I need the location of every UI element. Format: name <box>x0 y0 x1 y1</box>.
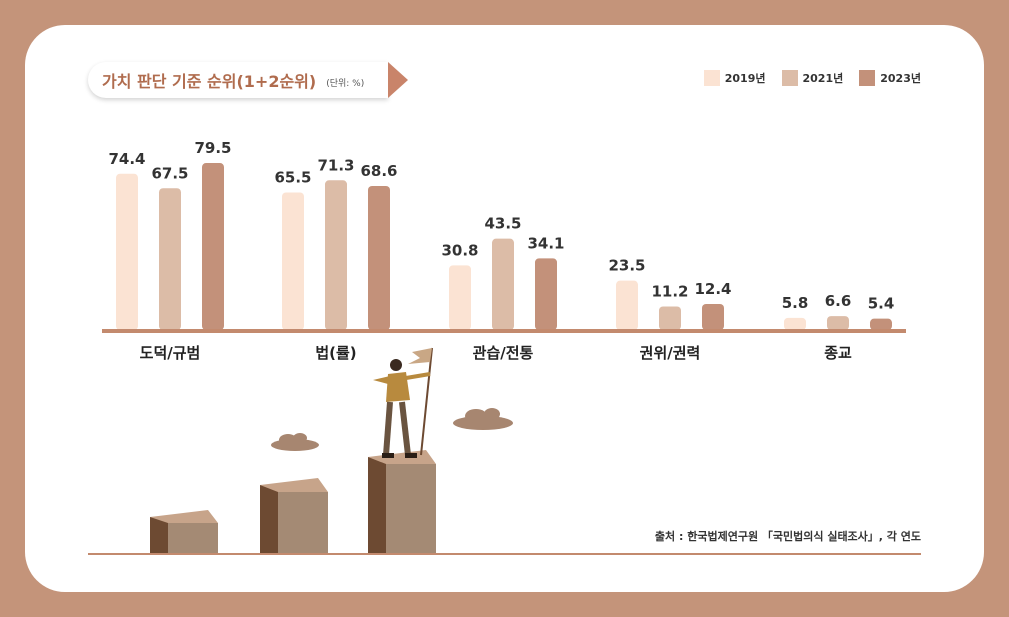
title-arrow-icon <box>388 62 408 98</box>
bar-3-1 <box>659 306 681 330</box>
cloud-icon <box>271 433 319 451</box>
data-label-4-1: 6.6 <box>825 292 852 310</box>
bar-2-2 <box>535 258 557 330</box>
legend-label-2019: 2019년 <box>724 72 766 85</box>
data-label-2-0: 30.8 <box>441 241 478 259</box>
data-label-3-2: 12.4 <box>694 280 731 298</box>
data-label-0-1: 67.5 <box>151 164 188 182</box>
illustration <box>88 347 921 555</box>
bar-3-2 <box>702 303 724 330</box>
bar-4-1 <box>827 316 849 330</box>
unit-label: (단위: %) <box>326 78 365 89</box>
step-block-small <box>150 510 218 554</box>
bar-1-2 <box>368 185 390 330</box>
data-label-1-0: 65.5 <box>274 168 311 186</box>
legend: 2019년 2021년 2023년 <box>703 70 921 86</box>
category-label-2: 관습/전통 <box>473 344 534 362</box>
legend-label-2023: 2023년 <box>880 72 921 85</box>
data-label-1-1: 71.3 <box>317 156 354 174</box>
step-block-tall <box>368 450 436 554</box>
chart-title: 가치 판단 기준 순위(1+2순위) <box>102 72 317 91</box>
legend-swatch-2021 <box>781 70 798 86</box>
bar-4-0 <box>784 317 806 330</box>
data-label-2-2: 34.1 <box>527 234 564 252</box>
bar-2-0 <box>449 265 471 330</box>
bar-3-0 <box>616 280 638 330</box>
bar-0-0 <box>116 173 138 330</box>
category-label-0: 도덕/규범 <box>140 344 201 362</box>
data-label-2-1: 43.5 <box>484 215 521 233</box>
step-block-medium <box>260 478 328 554</box>
bar-4-2 <box>870 318 892 330</box>
legend-item-2023: 2023년 <box>859 70 921 86</box>
legend-swatch-2023 <box>859 70 876 86</box>
bar-0-1 <box>159 188 181 330</box>
legend-item-2021: 2021년 <box>781 70 844 86</box>
data-label-0-0: 74.4 <box>108 150 145 168</box>
category-label-3: 권위/권력 <box>640 344 701 362</box>
bar-0-2 <box>202 163 224 330</box>
bar-1-0 <box>282 192 304 330</box>
cloud-icon <box>453 408 513 430</box>
data-label-1-2: 68.6 <box>360 162 397 180</box>
category-label-1: 법(률) <box>315 344 356 362</box>
category-labels-group: 도덕/규범 법(률) 관습/전통 권위/권력 종교 <box>140 344 852 362</box>
legend-swatch-2019 <box>703 70 720 86</box>
data-label-3-0: 23.5 <box>608 257 645 275</box>
legend-item-2019: 2019년 <box>703 70 766 86</box>
category-label-4: 종교 <box>824 344 852 362</box>
person-with-flag-icon <box>373 347 433 458</box>
bar-2-1 <box>492 238 514 330</box>
source-note: 출처 : 한국법제연구원 「국민법의식 실태조사」, 각 연도 <box>654 530 921 543</box>
chart-title-tab: 가치 판단 기준 순위(1+2순위) (단위: %) <box>88 62 408 98</box>
data-label-0-2: 79.5 <box>194 139 231 157</box>
bar-1-1 <box>325 180 347 330</box>
data-label-4-2: 5.4 <box>868 295 895 313</box>
value-labels-group: 74.4 67.5 79.5 65.5 71.3 68.6 30.8 43.5 34.1 23.5… <box>108 139 894 313</box>
data-label-3-1: 11.2 <box>651 282 688 300</box>
legend-label-2021: 2021년 <box>802 72 844 85</box>
data-label-4-0: 5.8 <box>782 294 809 312</box>
bars-group <box>116 163 892 330</box>
